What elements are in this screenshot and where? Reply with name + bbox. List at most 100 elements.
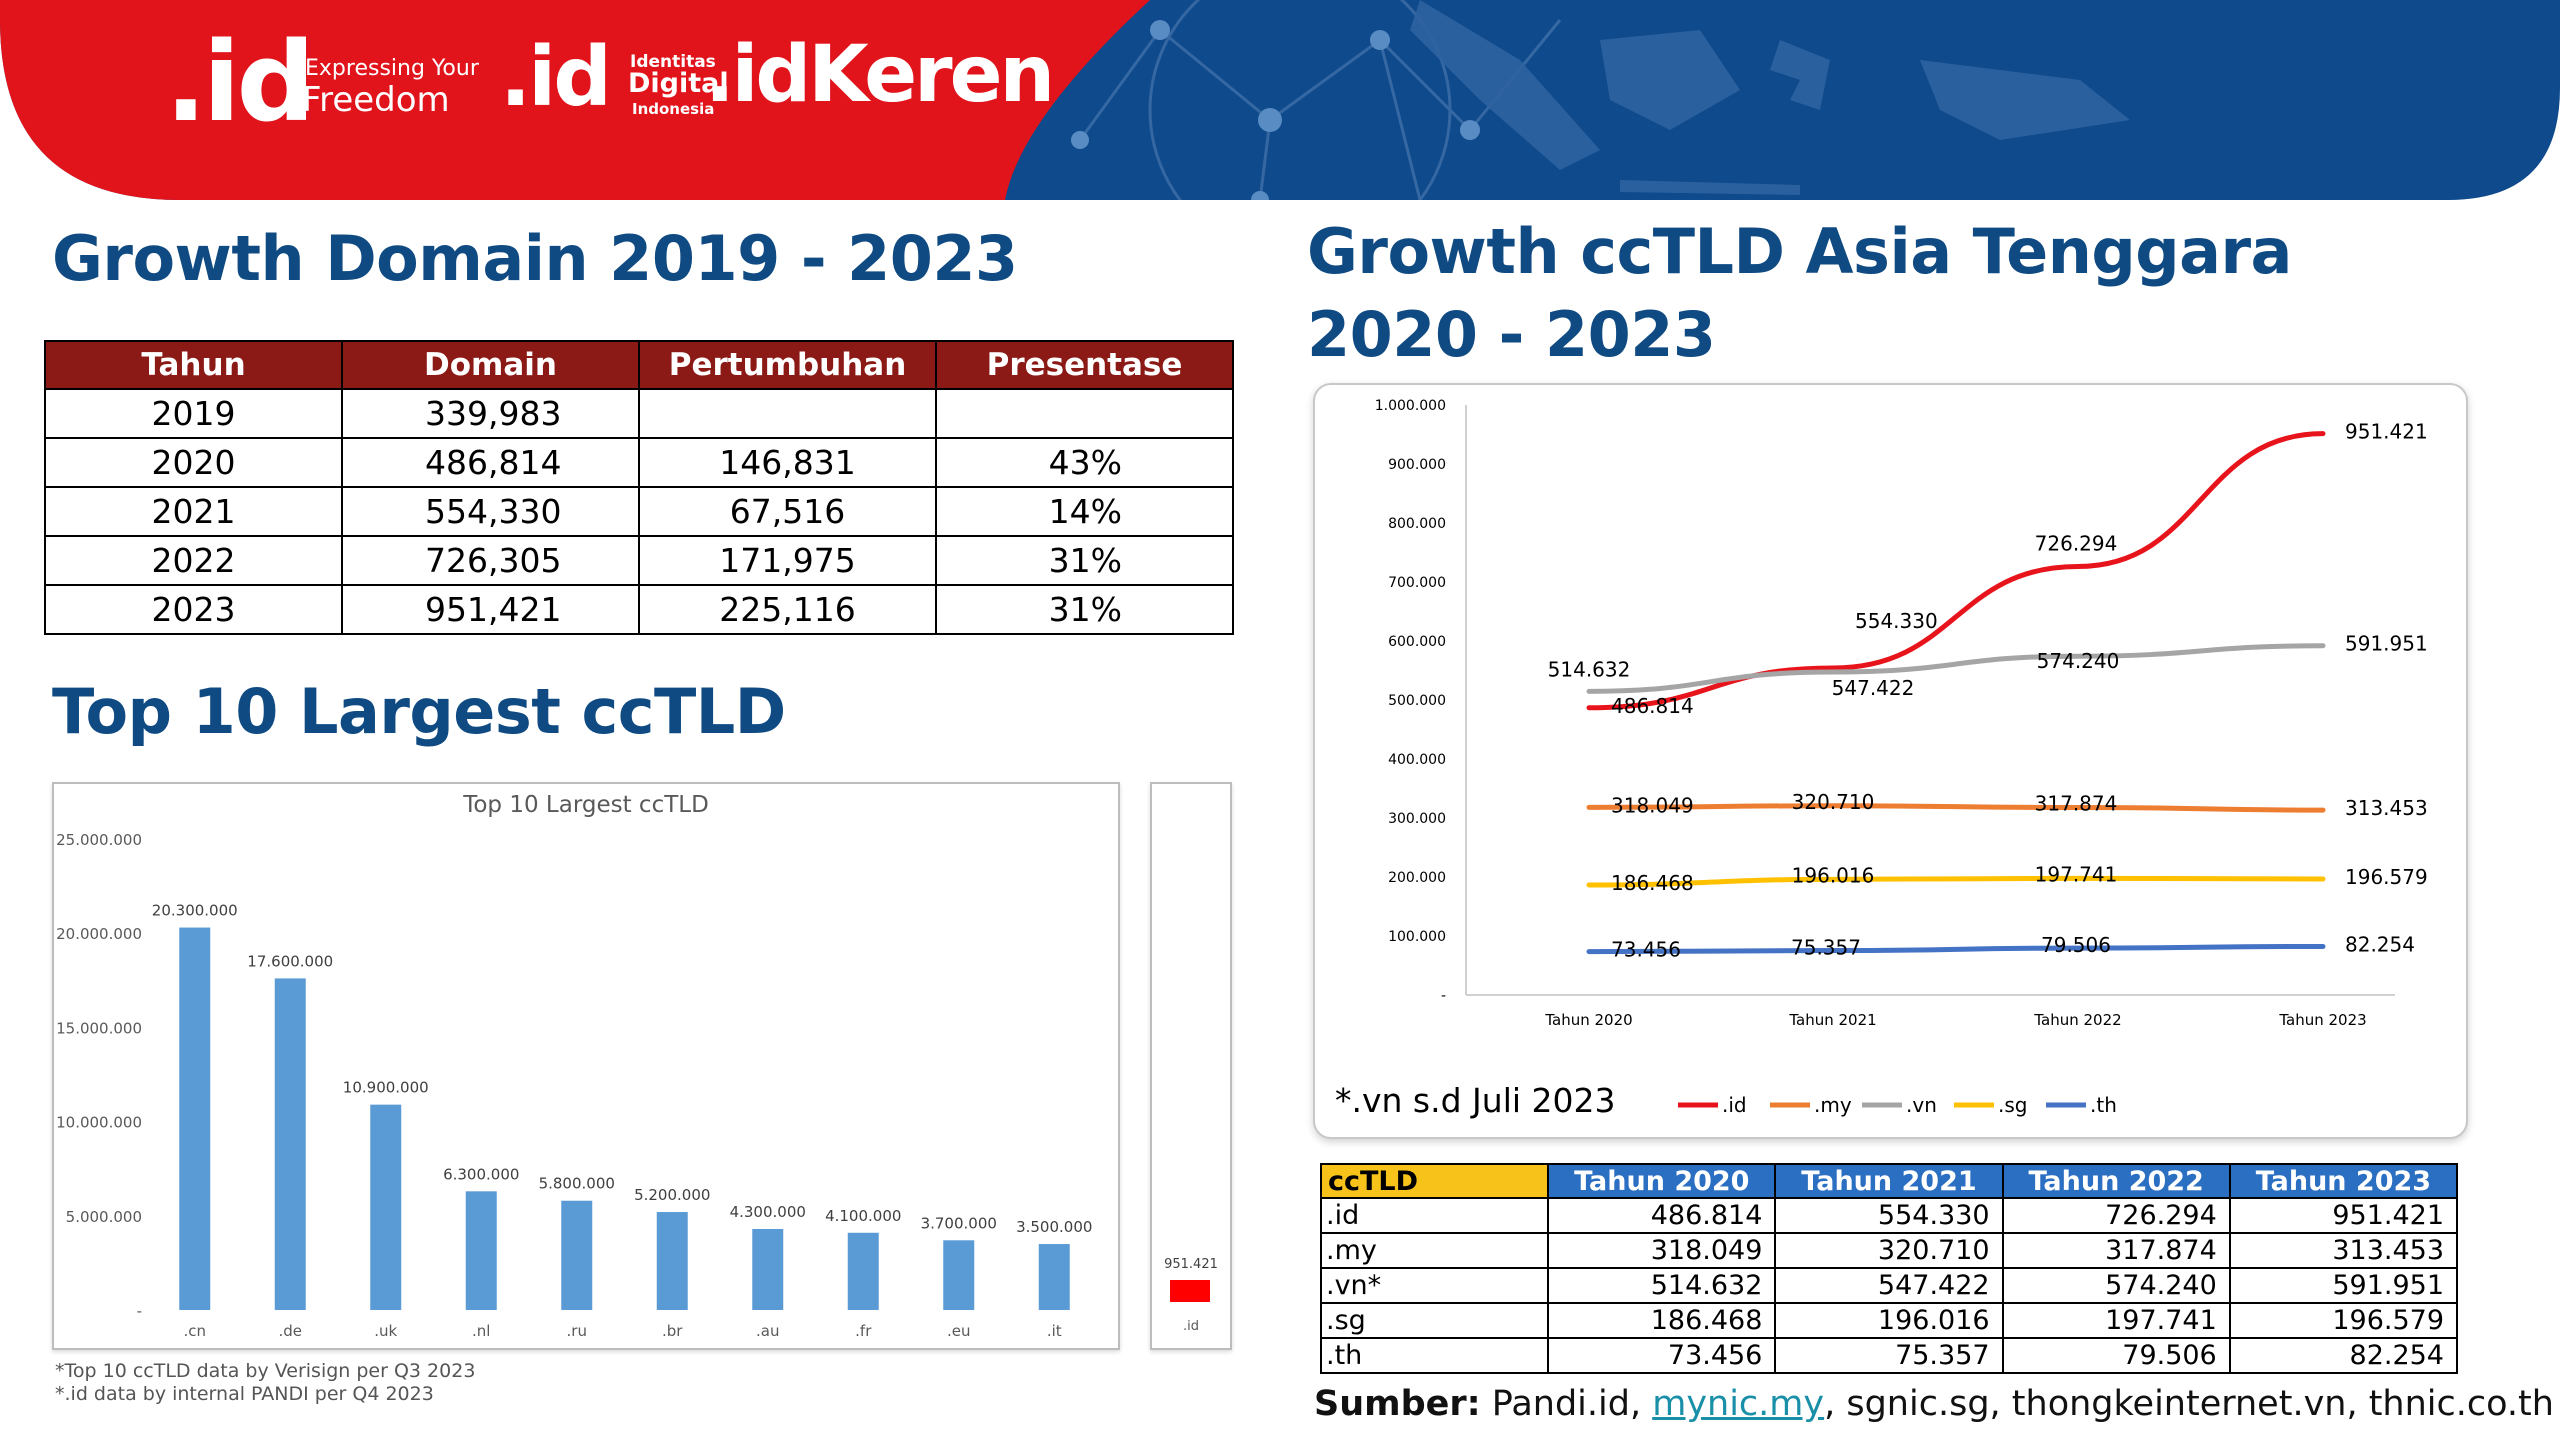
y-tick-label: 600.000 bbox=[1388, 634, 1446, 650]
y-tick-label: - bbox=[137, 1302, 142, 1320]
bar-fr bbox=[847, 1232, 879, 1310]
cell-2020: 73.456 bbox=[1547, 1337, 1777, 1374]
logo-id-tagline-1: Expressing Your bbox=[305, 56, 479, 81]
y-tick-label: 100.000 bbox=[1388, 929, 1446, 945]
data-label: 591.951 bbox=[2345, 632, 2428, 656]
asean-line-chart: *.vn s.d Juli 2023 - 100.000 200.000 300.00… bbox=[1335, 398, 2428, 1120]
data-label: 317.874 bbox=[2035, 791, 2118, 815]
bar-id bbox=[1170, 1280, 1210, 1302]
cell-tahun: 2020 bbox=[44, 437, 343, 488]
x-tick-label: Tahun 2023 bbox=[2278, 1011, 2366, 1029]
cell-pertumbuhan bbox=[638, 388, 937, 439]
data-label: 318.049 bbox=[1611, 793, 1694, 817]
cell-2022: 726.294 bbox=[2001, 1197, 2231, 1234]
top10-bar-chart: Top 10 Largest ccTLD - 5.000.000 10.000.000… bbox=[56, 792, 1092, 1340]
table-row: 2021 554,330 67,516 14% bbox=[44, 486, 1234, 537]
cell-2020: 186.468 bbox=[1547, 1302, 1777, 1339]
y-tick-label: 20.000.000 bbox=[56, 925, 142, 943]
data-label: 197.741 bbox=[2035, 862, 2118, 886]
table-row: 2023 951,421 225,116 31% bbox=[44, 584, 1234, 635]
cell-cctld: .my bbox=[1319, 1232, 1550, 1269]
asean-title-line-1: Growth ccTLD Asia Tenggara bbox=[1307, 215, 2292, 288]
legend-label: .vn bbox=[1906, 1093, 1937, 1117]
cell-domain: 554,330 bbox=[341, 486, 640, 537]
cell-2021: 320.710 bbox=[1774, 1232, 2004, 1269]
x-tick-label: .de bbox=[278, 1322, 302, 1340]
data-label: 196.016 bbox=[1792, 863, 1875, 887]
cell-presentase: 31% bbox=[935, 535, 1234, 586]
logo-id-main: .id bbox=[165, 18, 315, 146]
data-label: 726.294 bbox=[2035, 531, 2118, 555]
x-tick-label: .fr bbox=[855, 1322, 872, 1340]
header-tahun: Tahun bbox=[44, 340, 343, 390]
cell-domain: 339,983 bbox=[341, 388, 640, 439]
table-row: .my 318.049 320.710 317.874 313.453 bbox=[1319, 1232, 2459, 1269]
cell-presentase: 31% bbox=[935, 584, 1234, 635]
series-line-sg bbox=[1586, 875, 2326, 888]
data-label: 17.600.000 bbox=[247, 952, 333, 970]
data-label: 951.421 bbox=[1164, 1257, 1218, 1272]
source-link-mynic[interactable]: mynic.my bbox=[1652, 1384, 1825, 1424]
vn-note: *.vn s.d Juli 2023 bbox=[1335, 1081, 1616, 1120]
cell-pertumbuhan: 171,975 bbox=[638, 535, 937, 586]
legend-label: .sg bbox=[1998, 1093, 2027, 1117]
header-2021: Tahun 2021 bbox=[1774, 1163, 2004, 1199]
data-label: 320.710 bbox=[1792, 790, 1875, 814]
banner-red-area bbox=[0, 0, 1150, 200]
data-label: 196.579 bbox=[2345, 865, 2428, 889]
data-label: 75.357 bbox=[1791, 936, 1861, 960]
table-header-row: Tahun Domain Pertumbuhan Presentase bbox=[44, 340, 1234, 390]
y-tick-label: 15.000.000 bbox=[56, 1019, 142, 1037]
source-text-1: Pandi.id, bbox=[1480, 1384, 1653, 1424]
cell-pertumbuhan: 225,116 bbox=[638, 584, 937, 635]
x-tick-label: .id bbox=[1183, 1319, 1199, 1334]
growth-domain-title: Growth Domain 2019 - 2023 bbox=[52, 222, 1018, 295]
cell-2023: 591.951 bbox=[2228, 1267, 2459, 1304]
header-banner bbox=[0, 0, 2560, 200]
data-label: 547.422 bbox=[1832, 676, 1915, 700]
data-label: 554.330 bbox=[1855, 609, 1938, 633]
cell-domain: 951,421 bbox=[341, 584, 640, 635]
series-line-th bbox=[1586, 943, 2326, 955]
id-chart-frame bbox=[1150, 782, 1232, 1350]
top10-section-title: Top 10 Largest ccTLD bbox=[52, 675, 786, 748]
x-tick-label: .br bbox=[662, 1322, 683, 1340]
table-row: 2019 339,983 bbox=[44, 388, 1234, 439]
cell-tahun: 2021 bbox=[44, 486, 343, 537]
logo-identitas-line-2: Digital bbox=[628, 68, 729, 99]
cell-2023: 951.421 bbox=[2228, 1197, 2459, 1234]
cell-2023: 82.254 bbox=[2228, 1337, 2459, 1374]
table-row: .sg 186.468 196.016 197.741 196.579 bbox=[1319, 1302, 2459, 1339]
table-row: .id 486.814 554.330 726.294 951.421 bbox=[1319, 1197, 2459, 1234]
y-tick-label: 300.000 bbox=[1388, 811, 1446, 827]
y-tick-label: 200.000 bbox=[1388, 870, 1446, 886]
cell-2021: 196.016 bbox=[1774, 1302, 2004, 1339]
indonesia-map bbox=[1410, 0, 2130, 195]
y-tick-label: 500.000 bbox=[1388, 693, 1446, 709]
cell-pertumbuhan: 146,831 bbox=[638, 437, 937, 488]
x-tick-label: .nl bbox=[472, 1322, 490, 1340]
legend-label: .th bbox=[2090, 1093, 2117, 1117]
series-line-vn bbox=[1586, 643, 2326, 694]
cell-2022: 197.741 bbox=[2001, 1302, 2231, 1339]
bar-it bbox=[1038, 1244, 1070, 1310]
cell-presentase: 43% bbox=[935, 437, 1234, 488]
data-label: 186.468 bbox=[1611, 871, 1694, 895]
source-label: Sumber: bbox=[1314, 1384, 1481, 1424]
header-pertumbuhan: Pertumbuhan bbox=[638, 340, 937, 390]
cell-2021: 547.422 bbox=[1774, 1267, 2004, 1304]
bar-ru bbox=[561, 1200, 593, 1310]
logo-identitas-line-1: Identitas bbox=[630, 52, 716, 72]
series-line-id bbox=[1586, 431, 2326, 711]
y-tick-label: 10.000.000 bbox=[56, 1114, 142, 1132]
data-label: 3.500.000 bbox=[1016, 1218, 1092, 1236]
data-label: 4.100.000 bbox=[825, 1207, 901, 1225]
data-label: 486.814 bbox=[1611, 694, 1694, 718]
id-bar-chart: 951.421 .id bbox=[1164, 1257, 1218, 1334]
y-tick-label: 700.000 bbox=[1388, 575, 1446, 591]
cell-cctld: .sg bbox=[1319, 1302, 1550, 1339]
chart-title: Top 10 Largest ccTLD bbox=[462, 792, 709, 818]
x-tick-label: .au bbox=[756, 1322, 779, 1340]
cell-presentase bbox=[935, 388, 1234, 439]
y-tick-label: 1.000.000 bbox=[1375, 398, 1446, 414]
